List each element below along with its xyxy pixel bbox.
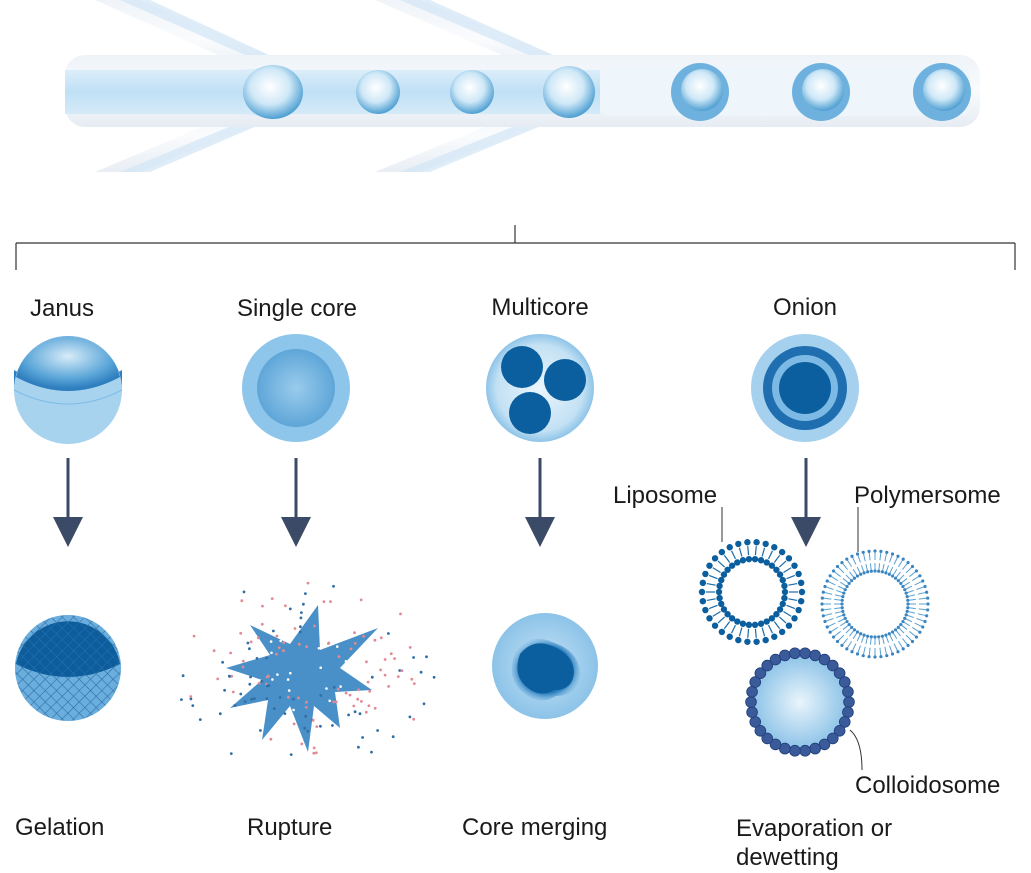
microfluidic-device xyxy=(65,0,980,172)
label-evaporation-line2: dewetting xyxy=(736,843,839,872)
label-multicore: Multicore xyxy=(491,293,588,322)
core-merging-particle xyxy=(492,613,598,719)
branch-bracket xyxy=(16,225,1015,270)
label-colloidosome: Colloidosome xyxy=(855,771,1000,800)
onion-particle xyxy=(751,334,859,442)
multicore-particle xyxy=(486,334,594,442)
label-onion: Onion xyxy=(773,293,837,322)
colloidosome xyxy=(746,648,862,770)
label-gelation: Gelation xyxy=(15,813,104,842)
label-polymersome: Polymersome xyxy=(854,481,1001,510)
label-single-core: Single core xyxy=(237,294,357,323)
gelation-particle xyxy=(15,615,121,721)
label-rupture: Rupture xyxy=(247,813,332,842)
polymersome xyxy=(820,507,929,659)
liposome xyxy=(699,507,805,645)
label-janus: Janus xyxy=(30,294,94,323)
label-core-merging: Core merging xyxy=(462,813,607,842)
label-liposome: Liposome xyxy=(613,481,717,510)
rupture-particle xyxy=(180,582,436,756)
single-core-particle xyxy=(242,334,350,442)
label-evaporation-line1: Evaporation or xyxy=(736,814,892,843)
janus-particle xyxy=(14,336,122,444)
